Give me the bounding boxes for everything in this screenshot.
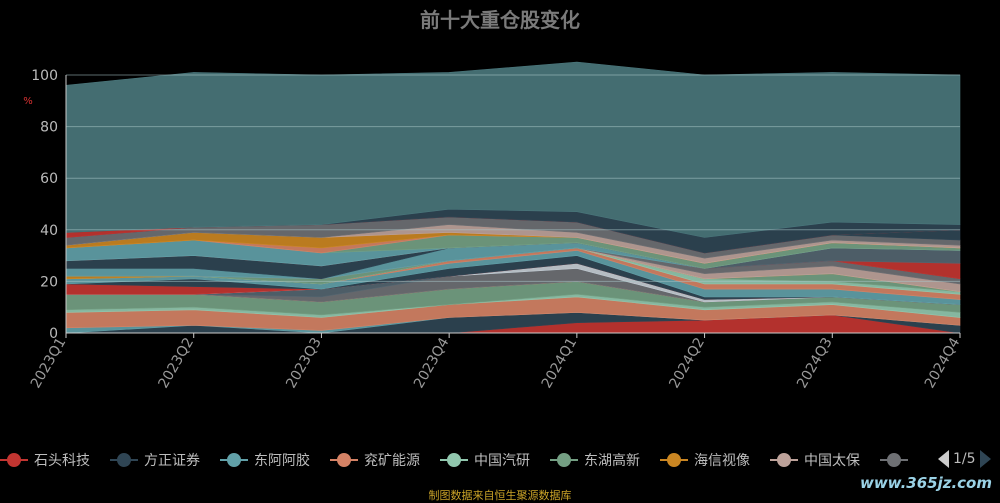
legend-marker-icon [660,453,688,467]
legend-label: 东湖高新 [584,453,640,469]
area-series-34 [65,61,961,238]
legend-label: 东阿阿胶 [254,453,310,469]
source-note: 制图数据来自恒生聚源数据库 [428,489,572,502]
legend-label: 中国太保 [804,453,860,469]
x-tick-label: 2023Q4 [411,335,453,391]
plot-areas [65,61,961,334]
legend-marker-icon [880,453,908,467]
legend-marker-icon [440,453,468,467]
legend-item[interactable] [880,447,908,473]
legend-label: 石头科技 [34,453,90,469]
y-tick-label: 80 [40,120,58,136]
y-tick-label: 40 [40,223,58,239]
pager-prev-icon[interactable] [938,450,949,468]
pager-text: 1/5 [953,451,976,467]
x-tick-label: 2024Q1 [539,335,581,391]
legend-pager: 1/5 [938,450,991,468]
x-tick-label: 2023Q3 [283,335,325,391]
legend-item[interactable]: 方正证券 [110,447,200,473]
x-tick-label: 2023Q1 [28,335,70,391]
x-tick-label: 2024Q3 [794,335,836,391]
y-axis: 0 20 40 60 80 100% [23,68,67,342]
legend-item[interactable]: 中国汽研 [440,447,530,473]
watermark: www.365jz.com [859,474,992,492]
chart-title: 前十大重仓股变化 [420,8,580,32]
x-tick-label: 2024Q2 [666,335,708,391]
legend-item[interactable]: 东湖高新 [550,447,640,473]
grid-lines [66,74,960,282]
legend-label: 海信视像 [694,453,750,469]
y-tick-label: 100 [31,68,58,84]
pager-next-icon[interactable] [979,450,991,468]
legend-item[interactable]: 海信视像 [660,447,750,473]
legend-marker-icon [220,453,248,467]
legend: 石头科技 方正证券 东阿阿胶 兖矿能源 中国汽研 东湖高新 海信视像 中国太保 [0,447,1000,473]
legend-marker-icon [770,453,798,467]
legend-item[interactable]: 中国太保 [770,447,860,473]
y-tick-label: 0 [49,326,58,342]
x-axis: 2023Q1 2023Q2 2023Q3 2023Q4 2024Q1 2024Q2 2024… [28,332,964,391]
y-tick-label: 60 [40,171,58,187]
legend-label: 中国汽研 [474,453,530,469]
x-tick-label: 2024Q4 [922,335,964,391]
legend-item[interactable]: 兖矿能源 [330,447,420,473]
legend-item[interactable]: 石头科技 [0,447,90,473]
legend-label: 兖矿能源 [364,453,420,469]
legend-marker-icon [330,453,358,467]
y-axis-unit: % [23,96,33,107]
x-tick-label: 2023Q2 [156,335,198,391]
legend-marker-icon [110,453,138,467]
legend-label: 方正证券 [144,453,200,469]
legend-item[interactable]: 东阿阿胶 [220,447,310,473]
legend-marker-icon [0,453,28,467]
y-tick-label: 20 [40,274,58,290]
legend-marker-icon [550,453,578,467]
